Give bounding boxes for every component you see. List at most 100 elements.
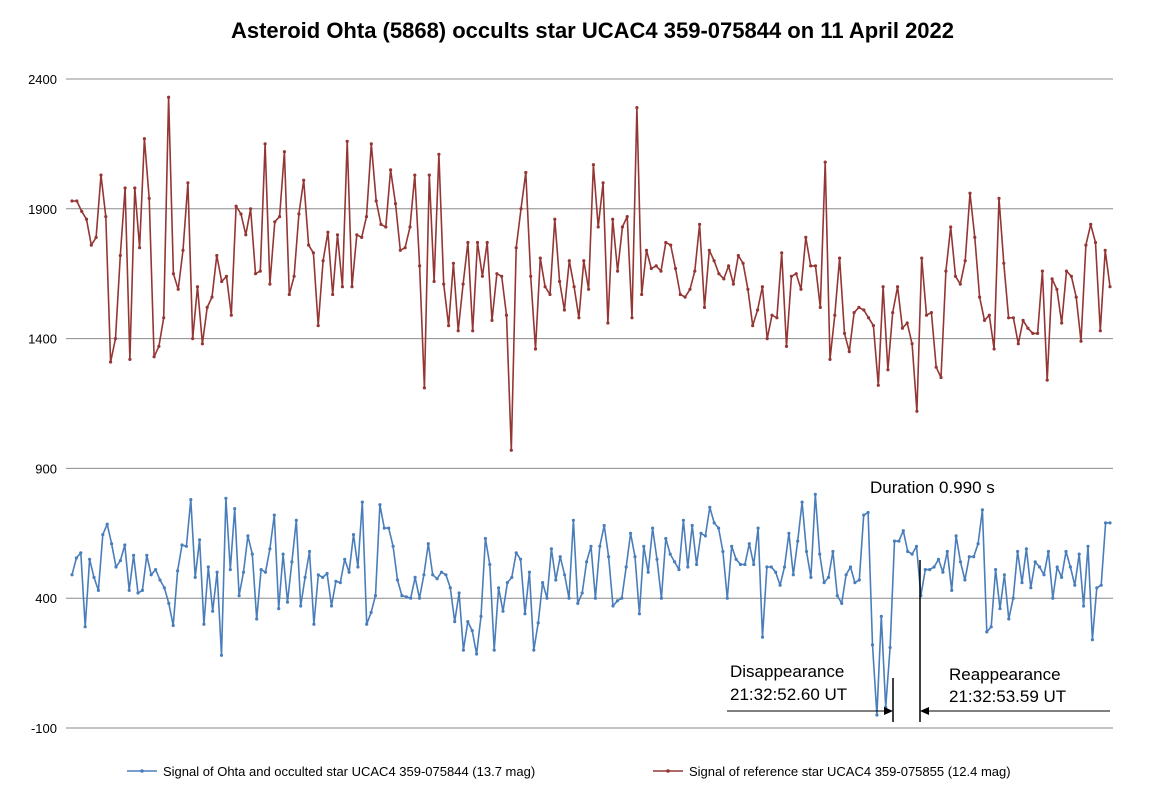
series-layer (70, 95, 1112, 717)
data-point (958, 282, 962, 286)
data-point (707, 248, 711, 252)
data-point (114, 565, 118, 569)
data-point (646, 570, 650, 574)
data-point (145, 553, 149, 558)
reappearance-arrow-head (920, 707, 929, 715)
data-point (1098, 329, 1102, 333)
data-point (994, 568, 998, 572)
data-point (514, 551, 518, 555)
data-point (804, 549, 809, 554)
data-point (519, 207, 523, 211)
data-point (83, 625, 87, 629)
data-point (118, 253, 122, 258)
data-point (334, 579, 338, 583)
data-point (495, 272, 499, 276)
data-point (1103, 248, 1107, 252)
data-point (448, 586, 452, 590)
data-point (1016, 549, 1020, 554)
series-2-line (72, 96, 1111, 452)
data-point (615, 599, 620, 603)
data-point (886, 368, 890, 372)
data-point (205, 305, 209, 309)
data-point (920, 256, 924, 260)
data-point (285, 600, 290, 604)
data-point (1024, 547, 1028, 551)
data-point (822, 581, 826, 585)
data-point (572, 285, 576, 289)
y-tick-label: 900 (35, 461, 57, 476)
data-point (239, 212, 243, 216)
data-point (471, 329, 475, 333)
data-point (901, 529, 905, 533)
data-point (928, 568, 932, 572)
data-point (94, 235, 98, 239)
data-point (664, 240, 668, 245)
data-point (263, 570, 268, 574)
data-point (127, 588, 131, 593)
data-point (244, 233, 248, 237)
data-point (563, 573, 567, 577)
legend-label-2: Signal of reference star UCAC4 359-07585… (689, 764, 1011, 779)
data-point (949, 225, 953, 229)
y-tick-label: 400 (35, 591, 57, 606)
data-point (997, 196, 1001, 200)
data-point (307, 243, 311, 247)
data-point (133, 186, 137, 190)
data-point (74, 556, 78, 560)
data-point (629, 531, 633, 535)
data-point (461, 282, 465, 286)
y-tick-label: 2400 (28, 72, 57, 87)
data-point (875, 713, 879, 717)
data-point (391, 544, 395, 548)
data-point (268, 282, 272, 286)
data-point (437, 152, 441, 156)
data-point (655, 557, 659, 561)
data-point (543, 285, 547, 289)
data-point (923, 568, 927, 572)
data-point (519, 557, 523, 561)
data-point (677, 568, 681, 572)
data-point (195, 285, 200, 289)
data-point (184, 544, 188, 548)
data-point (500, 274, 504, 278)
data-point (389, 168, 393, 172)
data-point (171, 272, 175, 276)
data-point (813, 264, 818, 268)
data-point (818, 552, 822, 556)
data-point (355, 233, 359, 237)
data-point (915, 409, 919, 413)
data-point (510, 575, 514, 580)
data-point (1082, 604, 1086, 608)
data-point (939, 375, 943, 380)
data-point (1016, 342, 1020, 346)
data-point (345, 139, 349, 143)
data-point (331, 292, 335, 297)
data-point (823, 160, 827, 164)
data-point (987, 313, 991, 317)
data-point (316, 573, 320, 577)
data-point (746, 287, 750, 291)
data-point (571, 518, 576, 522)
data-point (973, 235, 977, 239)
data-point (897, 539, 901, 543)
data-point (181, 248, 185, 252)
data-point (475, 652, 479, 656)
data-point (431, 573, 435, 577)
data-point (140, 588, 144, 593)
data-point (796, 539, 800, 543)
data-point (881, 285, 885, 289)
data-point (620, 225, 625, 229)
data-point (444, 573, 448, 577)
data-point (147, 196, 151, 200)
data-point (982, 318, 987, 322)
data-point (480, 274, 484, 278)
data-point (598, 544, 602, 548)
data-point (529, 274, 533, 278)
data-point (756, 308, 760, 312)
data-point (867, 316, 871, 320)
data-point (765, 565, 769, 569)
data-point (451, 261, 455, 265)
data-point (241, 570, 246, 574)
data-point (439, 570, 444, 574)
data-point (237, 594, 241, 598)
